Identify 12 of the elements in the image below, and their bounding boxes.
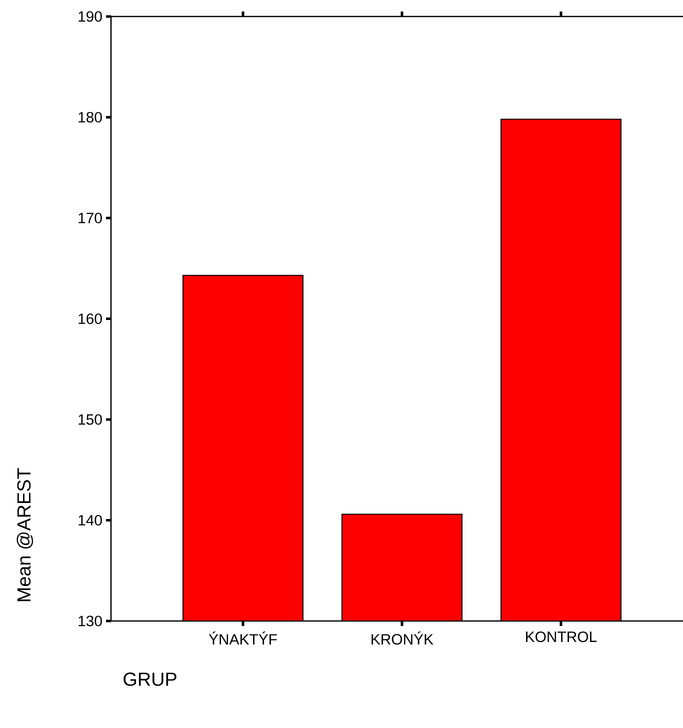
y-tick-label: 130 (78, 616, 102, 626)
y-tick-label: 190 (78, 11, 102, 22)
x-tick-label: KONTROL (526, 632, 597, 642)
x-axis-title: GRUP (124, 672, 176, 686)
y-tick-label: 160 (78, 313, 102, 324)
y-tick-label: 150 (78, 414, 102, 425)
x-tick-label: ÝNAKTÝF (208, 632, 277, 644)
y-tick-label: 170 (78, 212, 102, 224)
y-tick-label: 140 (78, 514, 102, 526)
y-axis-title: Mean @AREST (16, 468, 34, 602)
y-tick-label: 180 (78, 112, 102, 123)
x-tick-label: KRONÝK (372, 632, 434, 645)
